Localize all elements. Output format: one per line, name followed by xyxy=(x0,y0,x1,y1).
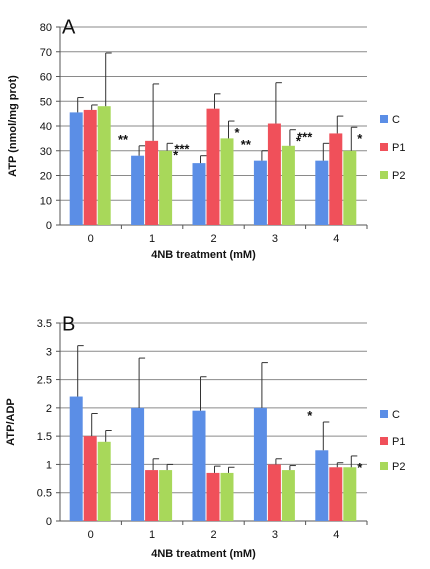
panel-label: A xyxy=(62,17,76,39)
bar xyxy=(159,150,173,225)
x-tick-label: 3 xyxy=(272,233,278,245)
bar xyxy=(83,436,97,521)
legend-swatch xyxy=(380,437,388,445)
legend-label: P2 xyxy=(392,170,405,182)
bar xyxy=(159,470,173,521)
x-tick-label: 2 xyxy=(210,529,216,541)
bar xyxy=(253,160,267,225)
bar xyxy=(206,108,220,225)
bar xyxy=(329,133,343,225)
significance-marker: *** xyxy=(174,142,190,157)
x-tick-label: 0 xyxy=(88,529,94,541)
y-tick-label: 0 xyxy=(46,516,52,528)
x-tick-label: 0 xyxy=(88,233,94,245)
bar xyxy=(97,106,111,225)
significance-marker: ** xyxy=(118,132,129,147)
y-axis-label: ATP (nmol/mg prot) xyxy=(7,75,19,177)
bar xyxy=(343,150,357,225)
x-axis-label: 4NB treatment (mM) xyxy=(151,249,256,261)
y-tick-label: 40 xyxy=(40,121,52,133)
bar xyxy=(315,160,329,225)
significance-marker: * xyxy=(296,134,302,149)
bar xyxy=(131,155,145,225)
y-tick-label: 70 xyxy=(40,47,52,59)
legend-label: C xyxy=(392,114,400,126)
bar xyxy=(253,407,267,521)
y-tick-label: 50 xyxy=(40,96,52,108)
legend-label: P2 xyxy=(392,461,405,473)
bar xyxy=(192,410,206,521)
significance-marker: ** xyxy=(241,137,252,152)
bar xyxy=(220,138,234,225)
bar xyxy=(281,145,295,225)
legend-label: C xyxy=(392,409,400,421)
bar xyxy=(281,470,295,521)
bar xyxy=(267,123,281,225)
y-tick-label: 30 xyxy=(40,146,52,158)
legend-swatch xyxy=(380,171,388,179)
y-tick-label: 0.5 xyxy=(37,488,52,500)
y-axis-label: ATP/ADP xyxy=(5,398,17,445)
bar xyxy=(343,467,357,521)
panel-label: B xyxy=(62,314,75,336)
legend-swatch xyxy=(380,462,388,470)
bar xyxy=(267,464,281,521)
y-tick-label: 20 xyxy=(40,171,52,183)
legend-label: P1 xyxy=(392,142,405,154)
x-tick-label: 4 xyxy=(333,233,339,245)
legend-label: P1 xyxy=(392,436,405,448)
x-tick-label: 1 xyxy=(149,529,155,541)
x-tick-label: 3 xyxy=(272,529,278,541)
bar xyxy=(145,140,159,225)
bar xyxy=(69,396,83,521)
x-axis-label: 4NB treatment (mM) xyxy=(151,548,256,560)
bar xyxy=(329,467,343,521)
y-tick-label: 0 xyxy=(46,220,52,232)
significance-marker: *** xyxy=(297,129,313,144)
significance-marker: * xyxy=(173,147,179,162)
bar xyxy=(97,441,111,521)
x-tick-label: 2 xyxy=(210,233,216,245)
legend-swatch xyxy=(380,115,388,123)
legend-swatch xyxy=(380,143,388,151)
bar xyxy=(315,450,329,521)
bar xyxy=(131,407,145,521)
y-tick-label: 2 xyxy=(46,403,52,415)
bar xyxy=(69,112,83,225)
bar xyxy=(83,109,97,225)
x-tick-label: 4 xyxy=(333,529,339,541)
significance-marker: * xyxy=(307,408,313,423)
bar xyxy=(145,470,159,521)
legend-swatch xyxy=(380,410,388,418)
y-tick-label: 80 xyxy=(40,22,52,34)
bar xyxy=(192,163,206,225)
x-tick-label: 1 xyxy=(149,233,155,245)
significance-marker: * xyxy=(235,125,241,140)
bar xyxy=(206,472,220,521)
y-tick-label: 3.5 xyxy=(37,318,52,330)
bar xyxy=(220,472,234,521)
y-tick-label: 1.5 xyxy=(37,431,52,443)
y-tick-label: 2.5 xyxy=(37,375,52,387)
significance-marker: * xyxy=(357,460,363,475)
y-tick-label: 3 xyxy=(46,346,52,358)
y-tick-label: 60 xyxy=(40,72,52,84)
y-tick-label: 10 xyxy=(40,195,52,207)
significance-marker: * xyxy=(357,131,363,146)
y-tick-label: 1 xyxy=(46,459,52,471)
